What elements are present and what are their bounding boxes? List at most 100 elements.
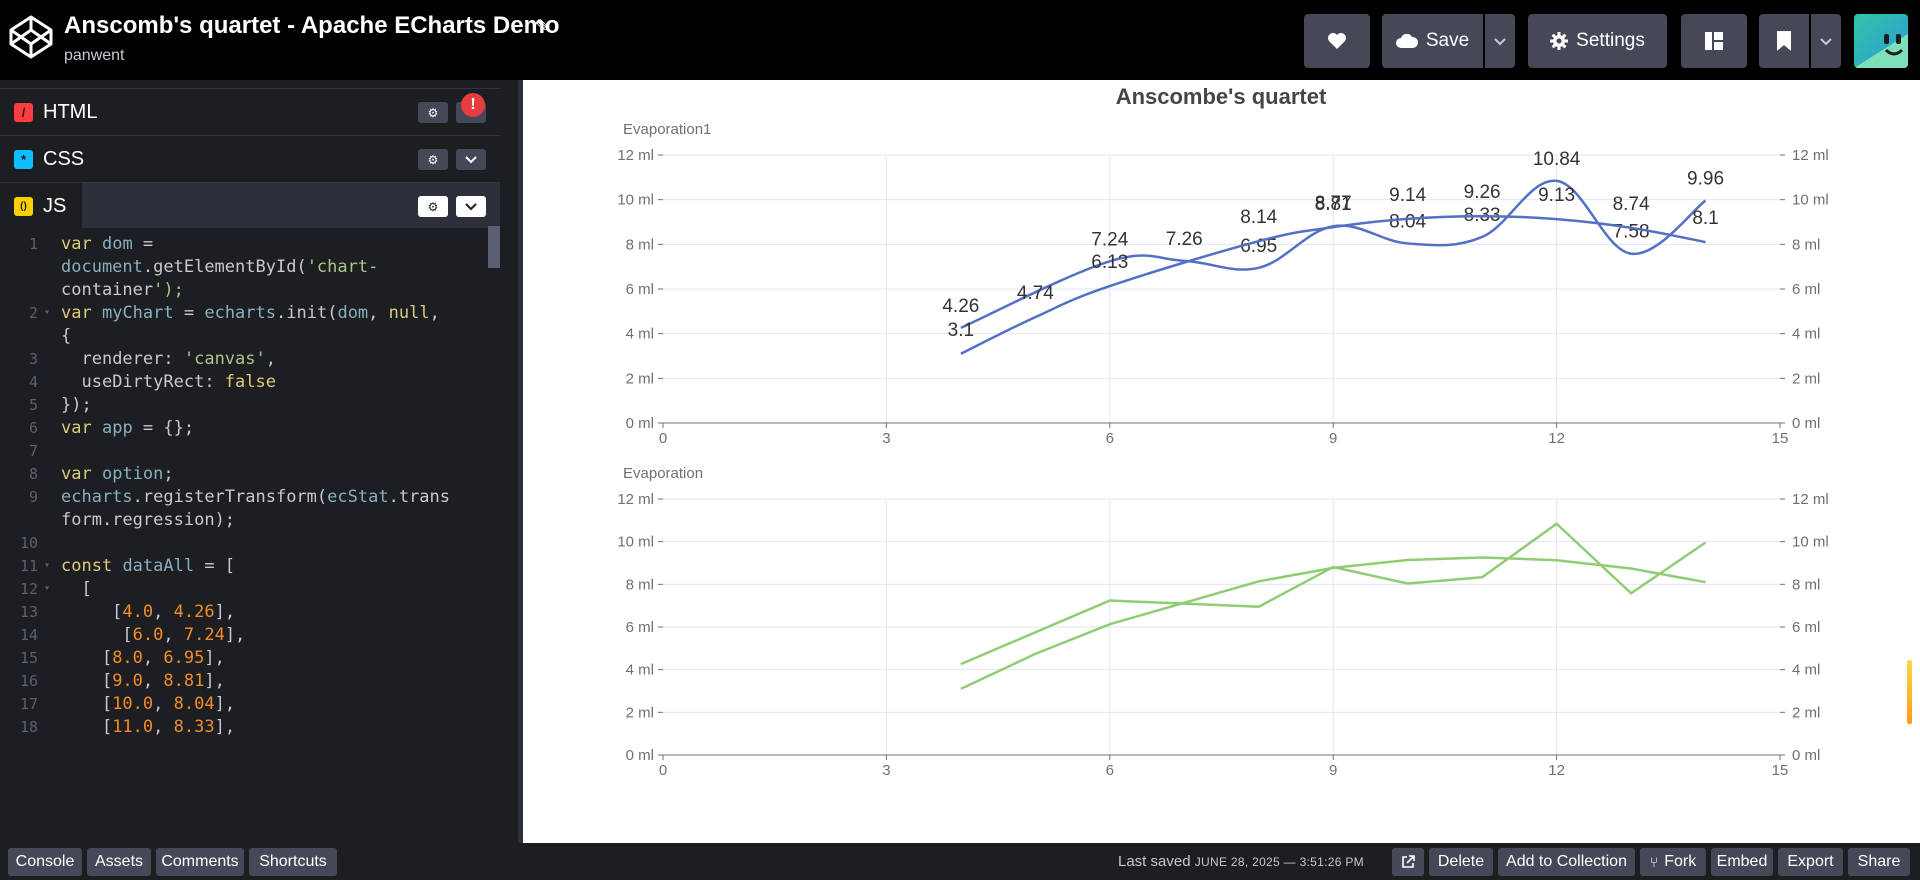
js-collapse-button[interactable] xyxy=(456,196,486,217)
y-tick-label-right: 0 ml xyxy=(1792,747,1820,764)
tab-css[interactable]: * CSS xyxy=(0,136,101,182)
code-line[interactable]: 17 [10.0, 8.04], xyxy=(0,690,500,718)
series-line xyxy=(960,179,1707,330)
js-icon: () xyxy=(14,196,33,216)
data-label: 8.77 xyxy=(1315,193,1352,214)
tab-js[interactable]: () JS xyxy=(0,183,83,229)
y-tick-label-left: 2 ml xyxy=(626,370,654,387)
html-settings-button[interactable]: ⚙ xyxy=(418,102,448,123)
code-line[interactable]: 9 echarts.registerTransform(ecStat.trans xyxy=(0,483,500,511)
save-label: Save xyxy=(1425,30,1470,51)
settings-label: Settings xyxy=(1576,30,1645,51)
y-tick-label-right: 2 ml xyxy=(1792,370,1820,387)
x-tick-label: 12 xyxy=(1548,762,1565,779)
y-tick-label-right: 10 ml xyxy=(1792,192,1829,209)
fork-button[interactable]: ⑂ Fork xyxy=(1640,848,1706,876)
error-badge[interactable]: ! xyxy=(461,93,485,117)
fold-arrow-icon[interactable]: ▾ xyxy=(44,583,51,594)
panel-resize-handle[interactable] xyxy=(518,80,523,843)
y-tick-label-left: 12 ml xyxy=(617,147,654,164)
js-code-area[interactable]: 1 var dom = document.getElementById('chart… xyxy=(0,228,500,843)
codepen-logo-icon[interactable] xyxy=(8,14,54,60)
data-label: 8.14 xyxy=(1240,207,1277,228)
bottom-bar: Console Assets Comments Shortcuts Last s… xyxy=(0,843,1920,880)
code-line[interactable]: 4 useDirtyRect: false xyxy=(0,368,500,396)
chart-title: Anscombe's quartet xyxy=(1116,84,1327,109)
code-line[interactable]: 8 var option; xyxy=(0,460,500,488)
tab-css-label: CSS xyxy=(43,147,85,170)
y-tick-label-right: 0 ml xyxy=(1792,415,1820,432)
code-line[interactable]: container'); xyxy=(0,276,500,304)
code-text: const dataAll = [ xyxy=(61,556,236,576)
code-line[interactable]: 2 ▾ var myChart = echarts.init(dom, null, xyxy=(0,299,500,327)
code-text: var option; xyxy=(61,464,174,484)
y-axis-name: Evaporation1 xyxy=(623,121,711,138)
bookmark-button[interactable] xyxy=(1759,14,1809,68)
change-view-button[interactable] xyxy=(1681,14,1747,68)
chevron-down-icon xyxy=(465,202,477,210)
cloud-icon xyxy=(1395,34,1418,48)
comments-button[interactable]: Comments xyxy=(156,848,244,876)
data-label: 9.13 xyxy=(1538,185,1575,206)
line-number: 4 xyxy=(28,373,38,391)
css-collapse-button[interactable] xyxy=(456,149,486,170)
edit-title-pencil-icon[interactable]: ✎ xyxy=(535,16,551,36)
assets-button[interactable]: Assets xyxy=(87,848,151,876)
delete-button[interactable]: Delete xyxy=(1429,848,1493,876)
open-external-button[interactable] xyxy=(1392,848,1424,876)
line-number: 5 xyxy=(28,396,38,414)
fold-arrow-icon[interactable]: ▾ xyxy=(44,307,51,318)
code-line[interactable]: 1 var dom = xyxy=(0,230,500,258)
line-number: 11 xyxy=(19,557,38,575)
fold-arrow-icon[interactable]: ▾ xyxy=(44,560,51,571)
css-settings-button[interactable]: ⚙ xyxy=(418,149,448,170)
user-avatar[interactable] xyxy=(1854,14,1908,68)
chevron-down-icon xyxy=(1494,37,1506,45)
embed-button[interactable]: Embed xyxy=(1711,848,1773,876)
data-label: 6.95 xyxy=(1240,236,1277,257)
pen-author[interactable]: panwent xyxy=(64,47,125,64)
code-scrollbar-thumb[interactable] xyxy=(488,226,500,268)
pen-title[interactable]: Anscomb's quartet - Apache ECharts Demo xyxy=(64,12,560,39)
code-line[interactable]: 10 xyxy=(0,529,500,557)
code-line[interactable]: 6 var app = {}; xyxy=(0,414,500,442)
bookmark-dropdown-button[interactable] xyxy=(1811,14,1841,68)
code-line[interactable]: 13 [4.0, 4.26], xyxy=(0,598,500,626)
tab-html[interactable]: / HTML xyxy=(0,89,114,135)
code-line[interactable]: 5}); xyxy=(0,391,500,419)
js-editor-header: () JS ⚙ xyxy=(0,182,500,229)
code-text: [4.0, 4.26], xyxy=(61,602,236,622)
code-line[interactable]: 18 [11.0, 8.33], xyxy=(0,713,500,741)
console-button[interactable]: Console xyxy=(8,848,82,876)
code-line[interactable]: 14 [6.0, 7.24], xyxy=(0,621,500,649)
love-button[interactable] xyxy=(1304,14,1370,68)
tab-html-label: HTML xyxy=(43,100,98,123)
y-tick-label-right: 6 ml xyxy=(1792,281,1820,298)
save-button[interactable]: Save xyxy=(1382,14,1483,68)
y-tick-label-left: 10 ml xyxy=(617,534,654,551)
data-label: 4.26 xyxy=(942,296,979,317)
code-line[interactable]: 16 [9.0, 8.81], xyxy=(0,667,500,695)
y-tick-label-left: 6 ml xyxy=(626,619,654,636)
code-line[interactable]: 7 xyxy=(0,437,500,465)
code-line[interactable]: 15 [8.0, 6.95], xyxy=(0,644,500,672)
code-text: var app = {}; xyxy=(61,418,195,438)
line-number: 1 xyxy=(28,235,38,253)
last-saved-prefix: Last saved xyxy=(1118,853,1191,870)
code-line[interactable]: 3 renderer: 'canvas', xyxy=(0,345,500,373)
code-line[interactable]: document.getElementById('chart- xyxy=(0,253,500,281)
code-line[interactable]: { xyxy=(0,322,500,350)
settings-button[interactable]: Settings xyxy=(1528,14,1667,68)
code-line[interactable]: 11 ▾ const dataAll = [ xyxy=(0,552,500,580)
export-button[interactable]: Export xyxy=(1778,848,1843,876)
add-to-collection-button[interactable]: Add to Collection xyxy=(1498,848,1635,876)
code-text: container'); xyxy=(61,280,184,300)
gear-icon: ⚙ xyxy=(427,199,439,214)
save-dropdown-button[interactable] xyxy=(1485,14,1515,68)
code-line[interactable]: 12 ▾ [ xyxy=(0,575,500,603)
code-line[interactable]: form.regression); xyxy=(0,506,500,534)
js-settings-button[interactable]: ⚙ xyxy=(418,196,448,217)
shortcuts-button[interactable]: Shortcuts xyxy=(249,848,337,876)
share-button[interactable]: Share xyxy=(1848,848,1910,876)
fork-label: Fork xyxy=(1664,853,1697,870)
